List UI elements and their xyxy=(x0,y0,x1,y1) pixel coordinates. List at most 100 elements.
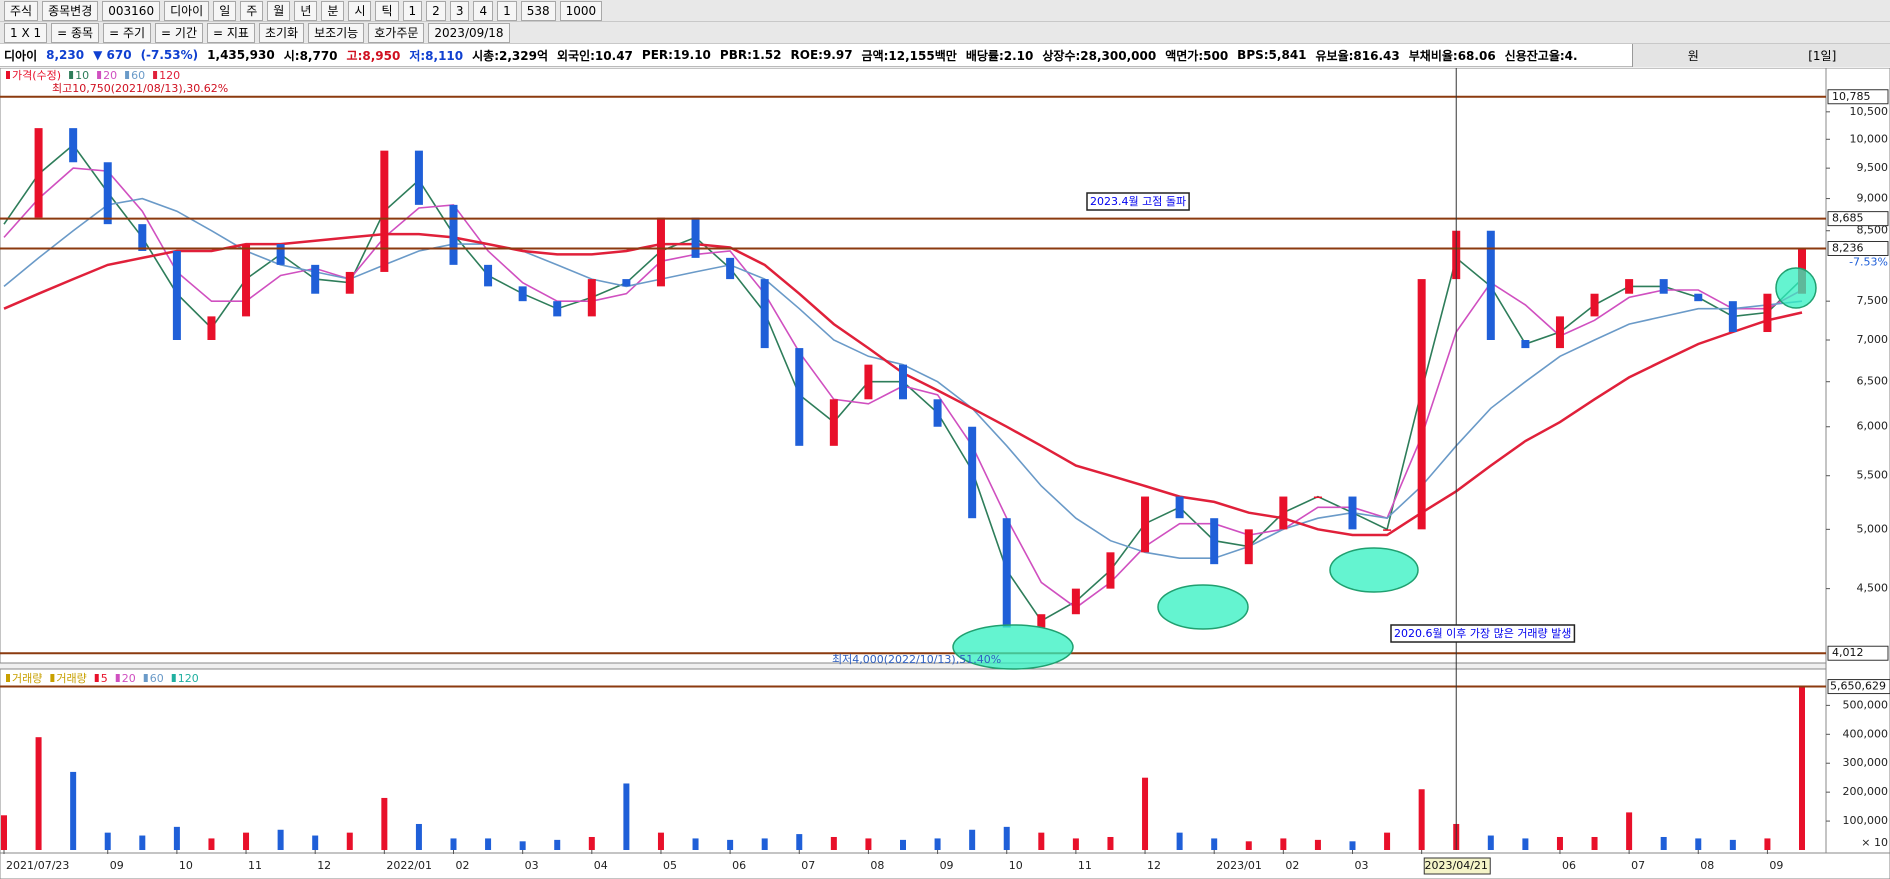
y-tick-label: 6,000 xyxy=(1857,420,1889,433)
candle xyxy=(760,279,769,349)
y-tick-label: 100,000 xyxy=(1843,814,1889,827)
candle xyxy=(242,244,251,317)
toolbar-button[interactable]: 주식 xyxy=(4,0,39,21)
volume-bar xyxy=(934,838,941,850)
volume-bar xyxy=(796,834,803,850)
y-tick-label: 5,500 xyxy=(1857,469,1889,482)
toolbar: 주식 종목변경 003160 디아이 일 주 월 년 분 시 틱 1 2 3 4 1 538 1000 xyxy=(0,0,1890,22)
volume-bar xyxy=(692,838,699,850)
x-tick-label: 04 xyxy=(594,859,608,872)
toolbar-button[interactable]: 종목변경 xyxy=(42,0,99,21)
info-field: 1,435,930 xyxy=(207,48,275,62)
y-tick-label: 10,000 xyxy=(1850,132,1889,145)
toolbar-button[interactable]: 1 xyxy=(497,0,517,21)
y-tick-label: 9,500 xyxy=(1857,161,1889,174)
marker-label: 8,236 xyxy=(1832,241,1864,254)
x-tick-label: 08 xyxy=(1700,859,1714,872)
toolbar-button[interactable]: 디아이 xyxy=(164,0,210,21)
x-tick-label: 07 xyxy=(1631,859,1645,872)
x-tick-label: 12 xyxy=(317,859,331,872)
candle xyxy=(1555,316,1564,349)
candle xyxy=(1694,293,1703,302)
y-tick-label: 7,000 xyxy=(1857,333,1889,346)
period: [1일] xyxy=(1808,49,1837,63)
toolbar-button[interactable]: 틱 xyxy=(375,0,399,21)
candle xyxy=(1141,496,1150,553)
y-tick-label: 200,000 xyxy=(1843,785,1889,798)
candle xyxy=(1659,279,1668,294)
volume-panel xyxy=(0,668,1827,854)
volume-bar xyxy=(381,797,388,850)
highlight xyxy=(1157,584,1249,630)
candle xyxy=(1590,293,1599,317)
y-tick-label: 500,000 xyxy=(1843,698,1889,711)
toolbar-button[interactable]: 3 xyxy=(449,0,470,21)
volume-bar xyxy=(173,826,180,850)
info-field: ▼ 670 xyxy=(93,48,132,62)
candle xyxy=(899,364,907,400)
toolbar-button[interactable]: 보조기능 xyxy=(308,22,365,43)
candle xyxy=(276,244,285,265)
toolbar-button[interactable]: = 종목 xyxy=(51,22,100,43)
toolbar-button[interactable]: 1 X 1 xyxy=(4,22,48,43)
candle xyxy=(449,204,458,265)
toolbar-button[interactable]: = 기간 xyxy=(155,22,203,43)
toolbar-button[interactable]: 주 xyxy=(240,0,264,21)
toolbar-button[interactable]: 호가주문 xyxy=(368,22,425,43)
legend-label: 가격(수정) xyxy=(12,69,61,82)
volume-bar xyxy=(1245,841,1252,850)
toolbar-button[interactable]: 초기화 xyxy=(258,22,305,43)
x-tick-label: 06 xyxy=(732,859,746,872)
x-tick-label: 2023/01 xyxy=(1216,859,1262,872)
toolbar-button[interactable]: 4 xyxy=(473,0,494,21)
toolbar-button[interactable]: 003160 xyxy=(102,0,161,21)
toolbar-button[interactable]: 년 xyxy=(294,0,318,21)
legend-swatch xyxy=(97,71,102,79)
side-panel: 원 [1일] xyxy=(1632,44,1890,67)
toolbar-button[interactable]: 1 xyxy=(402,0,423,21)
info-field: 8,230 xyxy=(46,48,85,62)
candle xyxy=(829,399,838,446)
legend-swatch xyxy=(94,674,99,682)
toolbar-button[interactable]: 시 xyxy=(348,0,372,21)
info-field: 저:8,110 xyxy=(409,48,464,63)
info-field: 디아이 xyxy=(4,48,38,63)
candle xyxy=(1037,614,1046,628)
y-tick-label: 7,500 xyxy=(1857,294,1889,307)
toolbar-button[interactable]: 2023/09/18 xyxy=(428,22,510,43)
x-tick-label: 12 xyxy=(1147,859,1161,872)
volume-bar xyxy=(1211,838,1218,850)
volume-unit: × 10 xyxy=(1861,836,1888,849)
info-field: 신용잔고율:4. xyxy=(1504,48,1578,63)
y-tick-label: 8,500 xyxy=(1857,224,1889,237)
toolbar-button[interactable]: 분 xyxy=(321,0,345,21)
candle xyxy=(172,250,181,340)
legend-swatch xyxy=(125,71,130,79)
toolbar-button[interactable]: 일 xyxy=(213,0,237,21)
highlight xyxy=(1329,547,1419,593)
toolbar: 1 X 1 = 종목 = 주기 = 기간 = 지표 초기화 보조기능 호가주문 2023/09/… xyxy=(0,22,1890,44)
legend-label: 20 xyxy=(103,69,117,82)
candle xyxy=(414,150,423,205)
candle xyxy=(1175,496,1184,519)
x-tick-label: 07 xyxy=(801,859,815,872)
info-field: 상장수:28,300,000 xyxy=(1042,48,1157,63)
info-field: PER:19.10 xyxy=(641,48,711,62)
toolbar-button[interactable]: 2 xyxy=(426,0,446,21)
toolbar-button[interactable]: 월 xyxy=(267,0,291,21)
legend-swatch xyxy=(6,71,10,79)
candle xyxy=(311,264,320,294)
toolbar-button[interactable]: = 주기 xyxy=(103,22,152,43)
toolbar-button[interactable]: = 지표 xyxy=(206,22,255,43)
toolbar-button[interactable]: 1000 xyxy=(559,0,603,21)
volume-bar xyxy=(450,838,457,850)
x-tick-label: 06 xyxy=(1562,859,1576,872)
toolbar-button[interactable]: 538 xyxy=(520,0,556,21)
legend-swatch xyxy=(115,674,120,682)
x-tick-label: 09 xyxy=(110,859,124,872)
legend-swatch xyxy=(153,71,158,79)
volume-bar xyxy=(1142,777,1149,850)
volume-bar xyxy=(554,839,561,850)
info-field: 액면가:500 xyxy=(1165,48,1229,63)
